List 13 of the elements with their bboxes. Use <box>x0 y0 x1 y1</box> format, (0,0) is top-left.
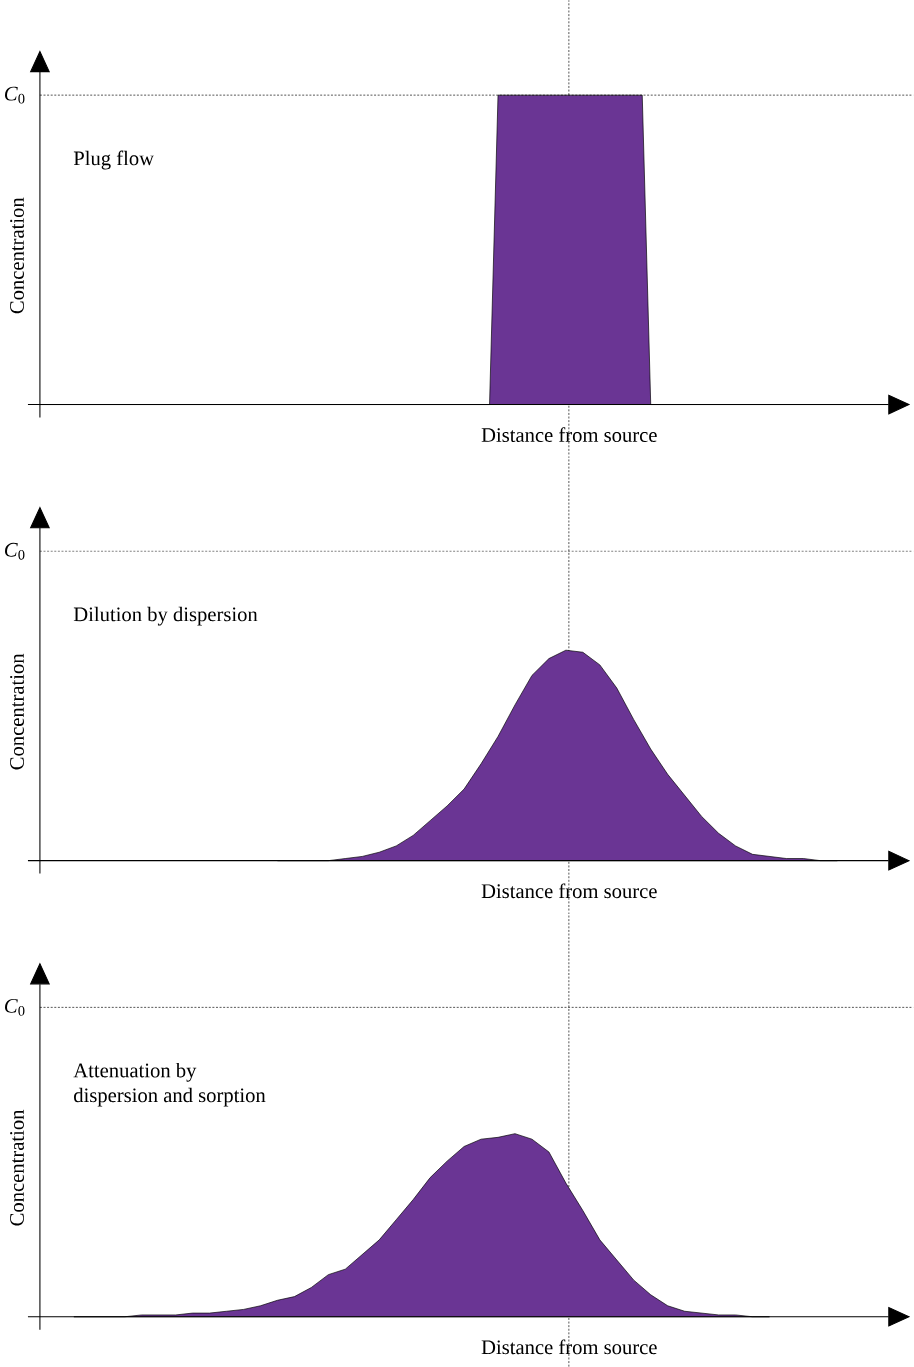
x-axis-title: Distance from source <box>481 427 657 443</box>
text: Dilution by dispersion <box>74 606 258 626</box>
y-axis-title: Concentration <box>10 197 25 314</box>
text: dispersion and sorption <box>74 1087 266 1107</box>
ref-line-label: C$_{0}$ <box>5 998 25 1016</box>
annotation: Plug flow <box>74 150 155 170</box>
ref-line-label: C$_{0}$ <box>5 542 25 560</box>
x-axis-title: Distance from source <box>481 1339 657 1355</box>
text: Attenuation by <box>73 1062 197 1082</box>
y-axis-title: Concentration <box>10 653 25 770</box>
ref-line-label: C$_{0}$ <box>5 86 25 104</box>
y-axis-title: Concentration <box>10 1109 25 1226</box>
x-axis-title: Distance from source <box>481 883 657 899</box>
